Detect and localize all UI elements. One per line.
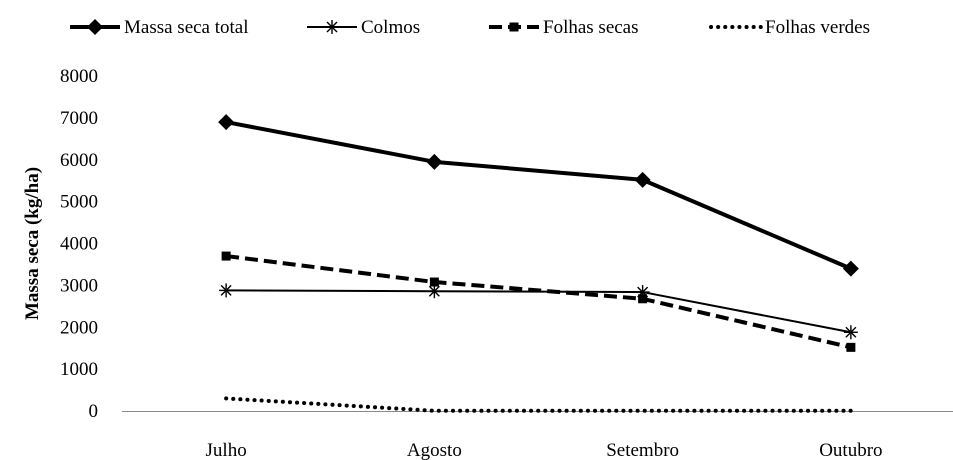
series-line — [224, 396, 853, 413]
legend-marker — [325, 20, 339, 34]
legend-item: Massa seca total — [70, 17, 249, 38]
legend-marker — [87, 19, 103, 35]
data-point — [221, 251, 231, 261]
y-tick-label: 0 — [89, 401, 99, 422]
series-line — [225, 254, 852, 350]
data-point — [426, 153, 443, 170]
y-tick-label: 1000 — [60, 359, 98, 380]
chart-series — [218, 114, 859, 413]
x-tick-label: Outubro — [819, 440, 882, 460]
y-tick-label: 5000 — [60, 192, 98, 213]
data-point — [429, 277, 439, 287]
data-point — [842, 260, 859, 277]
y-tick-label: 8000 — [60, 66, 98, 87]
data-point — [634, 171, 651, 188]
legend-marker — [509, 22, 519, 32]
data-point — [218, 114, 235, 131]
legend-item: Colmos — [307, 17, 420, 38]
legend-item: Folhas secas — [489, 17, 639, 38]
y-axis-ticks: 0 1000 2000 3000 4000 5000 6000 7000 8000 — [60, 66, 98, 422]
y-tick-label: 4000 — [60, 234, 98, 255]
series-folhas-verdes — [224, 396, 853, 413]
data-point — [843, 325, 858, 340]
y-tick-label: 2000 — [60, 317, 98, 338]
y-tick-label: 7000 — [60, 108, 98, 129]
chart-legend: Massa seca total Colmos Folhas secas Folhas… — [70, 17, 870, 38]
legend-item: Folhas verdes — [709, 17, 870, 38]
series-massa-seca-total — [218, 114, 859, 277]
series-folhas-secas — [221, 251, 856, 352]
x-tick-label: Agosto — [407, 440, 462, 460]
x-tick-label: Julho — [206, 440, 247, 460]
data-point — [219, 283, 234, 298]
x-axis-ticks: Julho Agosto Setembro Outubro — [206, 440, 883, 460]
y-tick-label: 6000 — [60, 150, 98, 171]
y-axis-label: Massa seca (kg/ha) — [22, 167, 43, 320]
data-point — [638, 294, 648, 304]
legend-label: Colmos — [361, 17, 420, 38]
legend-label: Massa seca total — [124, 17, 249, 38]
data-point — [846, 342, 856, 352]
legend-label: Folhas verdes — [765, 17, 870, 38]
series-line — [225, 120, 852, 271]
y-tick-label: 3000 — [60, 275, 98, 296]
x-tick-label: Setembro — [606, 440, 679, 460]
legend-label: Folhas secas — [543, 17, 639, 38]
data-point — [427, 284, 442, 299]
